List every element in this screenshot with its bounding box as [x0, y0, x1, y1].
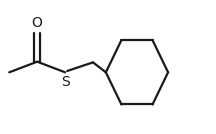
Text: O: O: [32, 16, 43, 30]
Text: S: S: [61, 75, 70, 89]
